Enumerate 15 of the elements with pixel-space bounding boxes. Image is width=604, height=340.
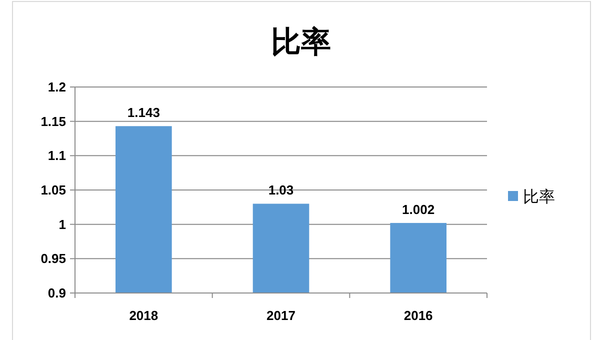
- data-label: 1.143: [127, 105, 160, 120]
- y-tick-label: 1.15: [40, 114, 66, 129]
- x-tick-label: 2016: [404, 308, 433, 323]
- y-tick-label: 1: [58, 216, 66, 232]
- x-tick-label: 2018: [129, 308, 158, 323]
- chart-title: 比率: [271, 25, 331, 59]
- y-tick-label: 0.95: [40, 251, 66, 266]
- y-tick-label: 1.05: [40, 182, 66, 198]
- y-tick-label: 1.2: [48, 80, 66, 94]
- legend-label: 比率: [523, 188, 555, 206]
- x-tick-label: 2017: [266, 308, 296, 323]
- y-tick-label: 1.1: [48, 148, 66, 164]
- data-label: 1.03: [268, 182, 294, 198]
- y-tick-label: 0.9: [48, 286, 66, 300]
- data-label: 1.002: [402, 202, 435, 217]
